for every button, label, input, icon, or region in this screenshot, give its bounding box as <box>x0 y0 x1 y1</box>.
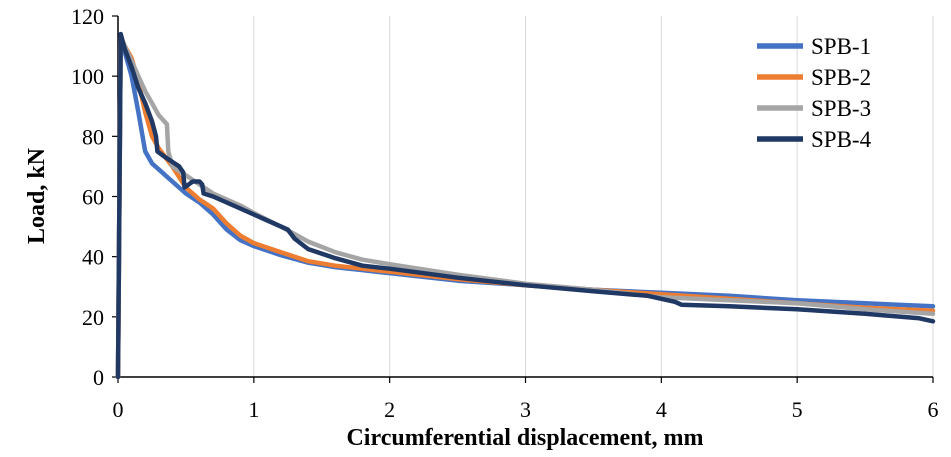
x-tick-label: 4 <box>656 397 667 422</box>
y-tick-label: 40 <box>82 245 104 270</box>
y-tick-label: 0 <box>93 365 104 390</box>
x-tick-label: 2 <box>384 397 395 422</box>
legend: SPB-1 SPB-2 SPB-3 SPB-4 <box>757 34 872 152</box>
legend-label: SPB-3 <box>811 96 871 121</box>
series-line-spb-4 <box>115 31 936 380</box>
y-tick-label: 120 <box>71 4 104 29</box>
x-tick-label: 0 <box>113 397 124 422</box>
x-tick-label: 6 <box>928 397 939 422</box>
legend-label: SPB-2 <box>811 65 871 90</box>
x-axis-title: Circumferential displacement, mm <box>346 425 703 451</box>
y-tick-label: 100 <box>71 64 104 89</box>
x-tick-label: 3 <box>520 397 531 422</box>
legend-label: SPB-4 <box>811 127 872 152</box>
x-tick-label: 1 <box>248 397 259 422</box>
y-tick-label: 80 <box>82 124 104 149</box>
x-tick-label: 5 <box>792 397 803 422</box>
legend-label: SPB-1 <box>811 34 871 59</box>
y-tick-label: 20 <box>82 305 104 330</box>
y-axis-title: Load, kN <box>24 147 50 244</box>
series-lines <box>115 31 936 380</box>
y-tick-label: 60 <box>82 185 104 210</box>
